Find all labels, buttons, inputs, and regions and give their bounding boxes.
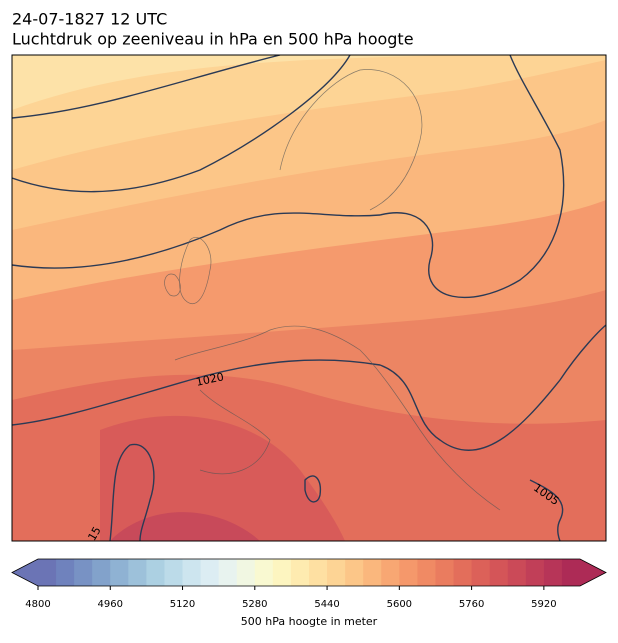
colorbar-segment xyxy=(56,559,75,586)
colorbar-tick-label: 5120 xyxy=(170,599,195,610)
colorbar-segment xyxy=(74,559,93,586)
colorbar-segment xyxy=(435,559,455,586)
colorbar-segment xyxy=(128,559,147,586)
colorbar-tick-label: 4960 xyxy=(98,599,123,610)
colorbar-tick-label: 5280 xyxy=(242,599,267,610)
colorbar-segment xyxy=(561,559,581,586)
colorbar-segment xyxy=(146,559,165,586)
colorbar-segment xyxy=(182,559,202,586)
colorbar-segment xyxy=(38,559,57,586)
title: 24-07-1827 12 UTC xyxy=(12,10,167,29)
colorbar-tick-label: 5920 xyxy=(531,599,556,610)
colorbar-tick-label: 5760 xyxy=(459,599,484,610)
map-frame xyxy=(11,54,607,542)
colorbar-segment xyxy=(272,559,292,586)
colorbar-segment xyxy=(417,559,436,586)
colorbar-segment xyxy=(489,559,509,586)
colorbar-tick-label: 5440 xyxy=(314,599,339,610)
colorbar-segment xyxy=(525,559,545,586)
colorbar-segment xyxy=(92,559,111,586)
colorbar-segment xyxy=(471,559,491,586)
colorbar-tick-label: 5600 xyxy=(387,599,412,610)
colorbar-segment xyxy=(110,559,129,586)
colorbar: 4800 4960 5120 5280 5440 5600 5760 5920 xyxy=(11,558,607,610)
colorbar-segment xyxy=(363,559,382,586)
colorbar-segment xyxy=(309,559,328,586)
colorbar-segment xyxy=(381,559,400,586)
colorbar-segment xyxy=(200,559,220,586)
colorbar-segment xyxy=(290,559,310,586)
colorbar-segment xyxy=(453,559,473,586)
colorbar-extend-high xyxy=(580,559,606,586)
colorbar-segment xyxy=(507,559,527,586)
colorbar-tick-label: 4800 xyxy=(25,599,50,610)
colorbar-segment xyxy=(345,559,364,586)
colorbar-outline xyxy=(11,558,607,587)
colorbar-segment xyxy=(399,559,418,586)
colorbar-segment xyxy=(254,559,274,586)
colorbar-segment xyxy=(543,559,563,586)
map xyxy=(12,55,606,541)
colorbar-segment xyxy=(236,559,256,586)
contour-label: 1020 xyxy=(195,370,225,389)
colorbar-segment xyxy=(327,559,346,586)
contour-label: 15 xyxy=(85,524,103,543)
subtitle: Luchtdruk op zeeniveau in hPa en 500 hPa… xyxy=(12,30,414,49)
colorbar-extend-low xyxy=(12,559,38,586)
colorbar-label: 500 hPa hoogte in meter xyxy=(241,615,378,628)
colorbar-segment xyxy=(164,559,184,586)
colorbar-segment xyxy=(218,559,238,586)
